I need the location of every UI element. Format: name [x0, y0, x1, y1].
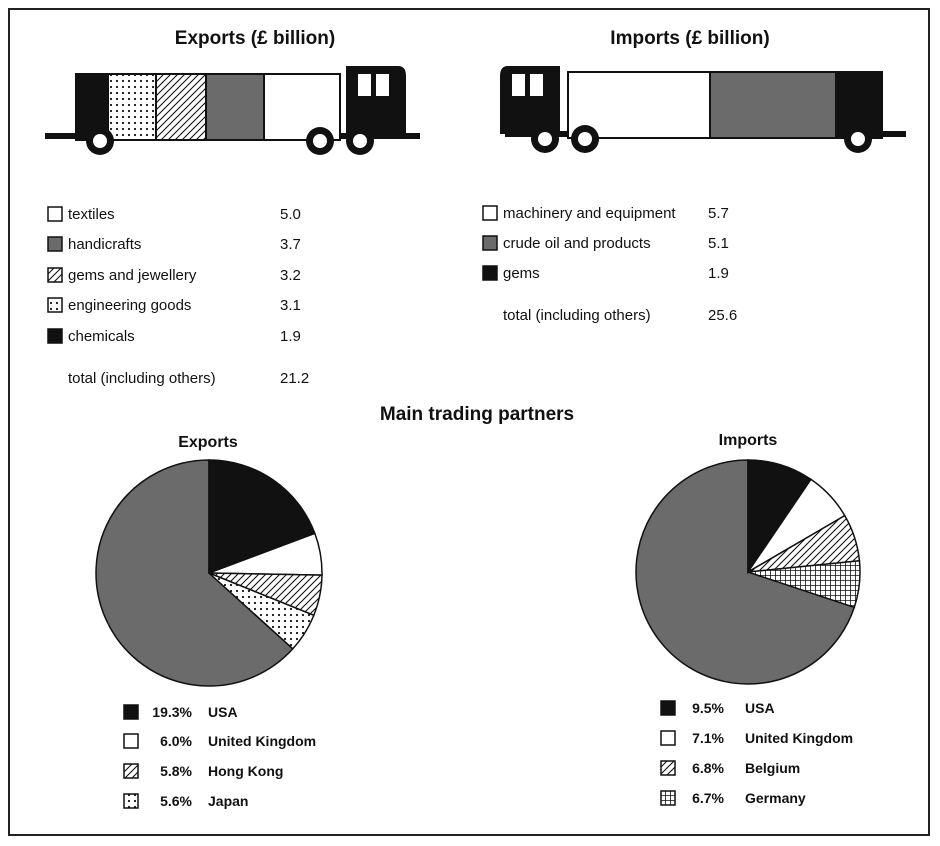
imports-item-value: 5.7: [708, 205, 729, 222]
imports-title: Imports (£ billion): [610, 28, 769, 49]
imports-partner-percent: 6.7%: [692, 790, 724, 806]
legend-swatch-dots: [47, 297, 63, 313]
imports-commodity-legend: machinery and equipment 5.7 crude oil an…: [482, 205, 737, 324]
imports-total-value: 25.6: [708, 307, 737, 324]
exports-item-label: textiles: [68, 206, 115, 223]
exports-total-label: total (including others): [68, 370, 216, 387]
exports-partner-percent: 19.3%: [152, 704, 192, 720]
exports-truck-illustration: [45, 66, 420, 155]
exports-item-value: 3.2: [280, 267, 301, 284]
exports-total-value: 21.2: [280, 370, 309, 387]
exports-slice-usa: [208, 459, 316, 575]
exports-pie-chart: [95, 459, 323, 687]
exports-partner-percent: 5.8%: [160, 763, 192, 779]
exports-cab-window: [376, 74, 389, 96]
exports-item-value: 5.0: [280, 206, 301, 223]
chart-frame: [8, 8, 930, 836]
legend-swatch-white: [660, 730, 676, 746]
exports-partner-name: United Kingdom: [208, 733, 316, 749]
exports-cargo-textiles: [263, 73, 341, 141]
legend-swatch-white: [47, 206, 63, 222]
imports-pie-chart: [635, 459, 861, 685]
imports-partner-name: USA: [745, 700, 775, 716]
imports-partner-percent: 9.5%: [692, 700, 724, 716]
legend-swatch-black: [47, 328, 63, 344]
exports-cargo-gems-jewellery: [155, 73, 207, 141]
exports-item-value: 1.9: [280, 328, 301, 345]
exports-cab-window: [358, 74, 371, 96]
exports-pie-title: Exports: [178, 434, 238, 451]
imports-partner-percent: 7.1%: [692, 730, 724, 746]
exports-item-label: engineering goods: [68, 297, 191, 314]
legend-swatch-dots: [123, 793, 139, 809]
imports-cargo-crude-oil: [709, 71, 837, 139]
exports-item-label: handicrafts: [68, 236, 141, 253]
exports-partner-name: Japan: [208, 793, 248, 809]
exports-title: Exports (£ billion): [175, 28, 335, 49]
imports-cab-window: [530, 74, 543, 96]
exports-cargo-handicrafts: [205, 73, 265, 141]
legend-swatch-hatch: [47, 267, 63, 283]
imports-pie-title: Imports: [719, 432, 778, 449]
imports-slice-others: [635, 459, 856, 685]
imports-pie-legend: 9.5% USA 7.1% United Kingdom 6.8% Belgiu…: [660, 700, 853, 806]
imports-item-value: 1.9: [708, 265, 729, 282]
imports-item-value: 5.1: [708, 235, 729, 252]
imports-partner-name: Belgium: [745, 760, 800, 776]
exports-cargo-engineering-goods: [107, 73, 157, 141]
imports-total-label: total (including others): [503, 307, 651, 324]
trading-partners-title: Main trading partners: [380, 404, 574, 425]
imports-partner-name: Germany: [745, 790, 806, 806]
legend-swatch-grey: [482, 235, 498, 251]
legend-swatch-hatch: [660, 760, 676, 776]
imports-slice-germany: [747, 559, 861, 609]
exports-slice-others: [95, 459, 294, 687]
legend-swatch-hatch: [123, 763, 139, 779]
exports-item-value: 3.7: [280, 236, 301, 253]
imports-partner-percent: 6.8%: [692, 760, 724, 776]
legend-swatch-black: [123, 704, 139, 720]
exports-partner-name: Hong Kong: [208, 763, 283, 779]
imports-cab-window: [512, 74, 525, 96]
imports-item-label: machinery and equipment: [503, 205, 676, 222]
exports-pie-legend: 19.3% USA 6.0% United Kingdom 5.8% Hong …: [123, 704, 316, 809]
exports-partner-percent: 6.0%: [160, 733, 192, 749]
imports-partner-name: United Kingdom: [745, 730, 853, 746]
legend-swatch-white: [482, 205, 498, 221]
exports-slice-japan: [208, 572, 315, 650]
legend-swatch-white: [123, 733, 139, 749]
legend-swatch-grid: [660, 790, 676, 806]
legend-swatch-black: [660, 700, 676, 716]
imports-item-label: crude oil and products: [503, 235, 651, 252]
exports-partner-percent: 5.6%: [160, 793, 192, 809]
exports-item-label: chemicals: [68, 328, 135, 345]
legend-swatch-grey: [47, 236, 63, 252]
exports-item-value: 3.1: [280, 297, 301, 314]
imports-truck-illustration: [500, 66, 906, 153]
exports-partner-name: USA: [208, 704, 238, 720]
exports-commodity-legend: textiles 5.0 handicrafts 3.7 gems and je…: [47, 206, 309, 387]
exports-item-label: gems and jewellery: [68, 267, 197, 284]
imports-item-label: gems: [503, 265, 540, 282]
legend-swatch-black: [482, 265, 498, 281]
